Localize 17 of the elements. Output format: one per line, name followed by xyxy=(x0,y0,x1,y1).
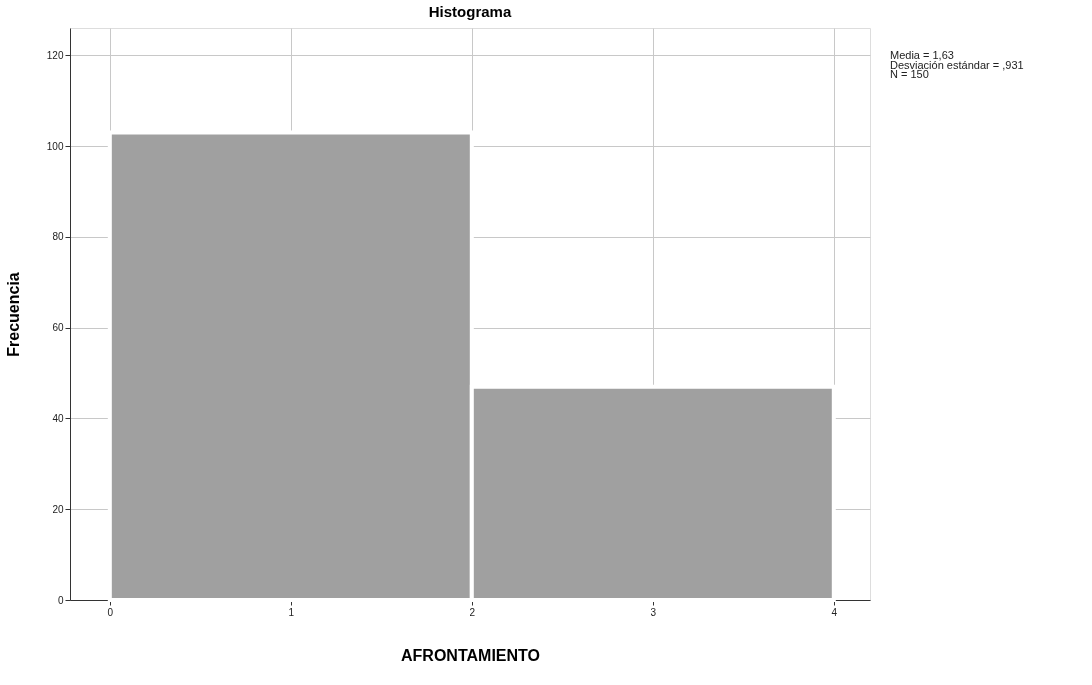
text: Media = 1,63 xyxy=(890,49,954,61)
y-tick-label: 100 xyxy=(46,140,64,152)
y-tick-label: 20 xyxy=(52,503,64,515)
x-axis-title: AFRONTAMIENTO xyxy=(401,646,540,664)
chart-title: Histograma xyxy=(428,3,512,20)
y-tick-label: 60 xyxy=(52,322,64,334)
x-tick-label: 2 xyxy=(469,606,476,618)
x-tick-label: 1 xyxy=(288,606,295,618)
x-tick-label: 3 xyxy=(650,606,657,618)
y-tick-label: 40 xyxy=(52,412,64,424)
y-axis-title: Frecuencia xyxy=(4,272,22,357)
x-tick-label: 4 xyxy=(831,606,838,618)
y-tick-label: 0 xyxy=(57,594,64,606)
y-tick-label: 80 xyxy=(52,231,64,243)
x-tick-label: 0 xyxy=(107,606,114,618)
y-tick-label: 120 xyxy=(46,49,64,61)
text: N = 150 xyxy=(890,68,929,81)
